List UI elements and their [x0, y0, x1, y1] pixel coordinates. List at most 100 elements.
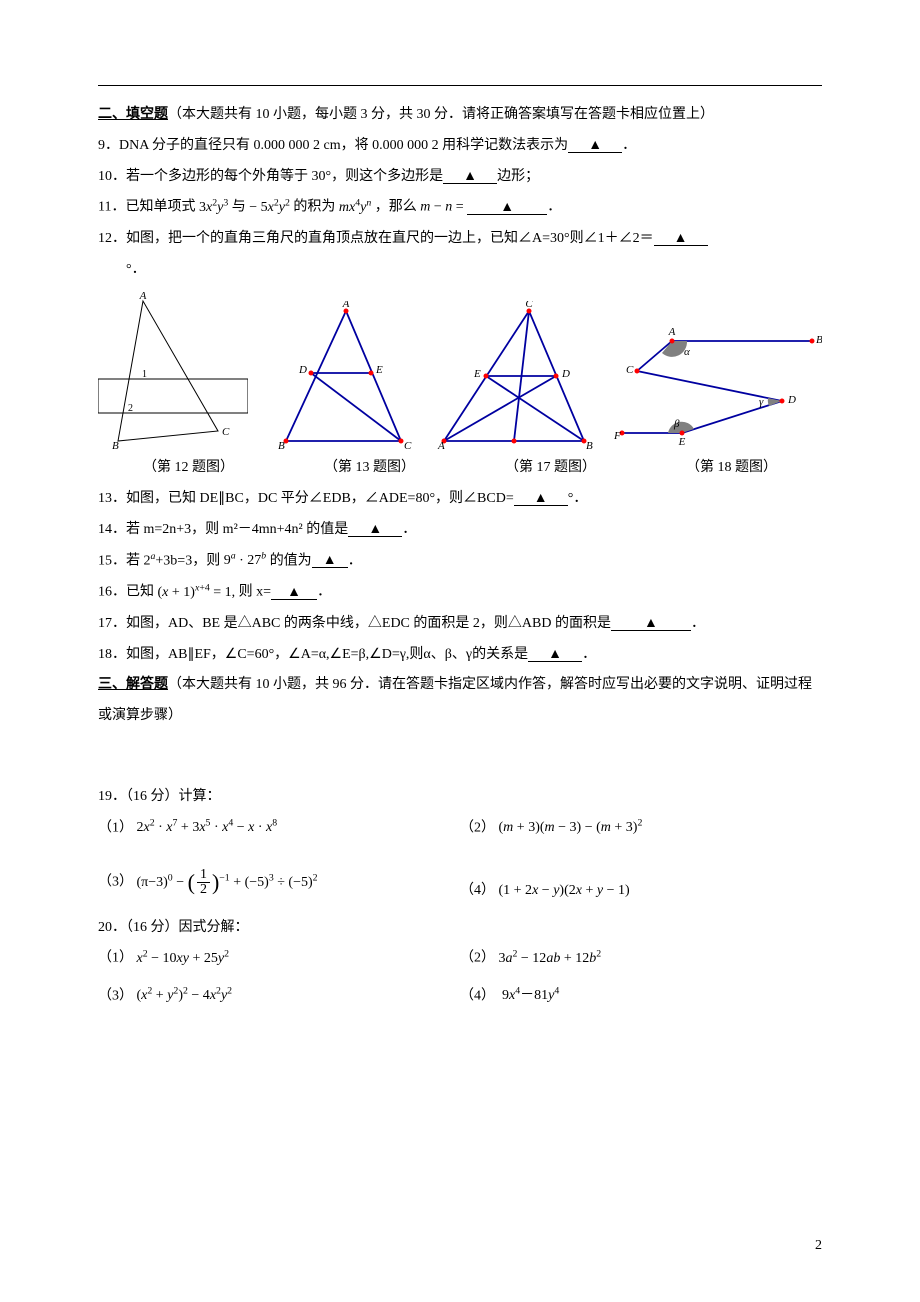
q14: 14．若 m=2n+3，则 m²－4mn+4n² 的值是 ． [98, 515, 822, 546]
q19-p2: （2） (m + 3)(m − 3) − (m + 3)2 [460, 813, 822, 844]
q19-p1-expr: 2x2 · x7 + 3x5 · x4 − x · x8 [137, 820, 278, 835]
q16-expr: (x + 1)x+4 = 1, [158, 585, 236, 600]
q15-tail: ． [348, 553, 362, 568]
svg-text:C: C [404, 440, 412, 451]
q17-blank [611, 616, 691, 631]
q20-p4-label: （4） [460, 988, 495, 1003]
q18-label: 18． [98, 647, 126, 662]
q13-tail: °． [568, 491, 588, 506]
q9-tail: ． [622, 138, 636, 153]
page-number: 2 [815, 1231, 822, 1262]
page-rule [98, 85, 822, 86]
section2-title: 二、填空题 [98, 107, 168, 122]
q11: 11．已知单项式 3x2y3 与 − 5x2y2 的积为 mx4yn ，那么 m… [98, 192, 822, 223]
q19-p3: （3） (π−3)0 − (12)−1 + (−5)3 ÷ (−5)2 [98, 858, 460, 906]
svg-text:E: E [473, 368, 481, 380]
svg-text:E: E [375, 364, 383, 376]
svg-text:β: β [673, 418, 680, 430]
q19-p2-expr: (m + 3)(m − 3) − (m + 3)2 [499, 820, 643, 835]
fig18: AB CD EF αγβ [612, 321, 822, 451]
svg-text:2: 2 [128, 403, 133, 414]
q16-mid: 则 x= [239, 585, 271, 600]
q14-text: 若 m=2n+3，则 m²－4mn+4n² 的值是 [126, 522, 348, 537]
q19-p3-label: （3） [98, 875, 133, 890]
q20-row1: （1） x2 − 10xy + 25y2 （2） 3a2 − 12ab + 12… [98, 943, 822, 974]
q11-expr3: mx4yn [339, 200, 371, 215]
q11-label: 11． [98, 200, 125, 215]
q20-p1-expr: x2 − 10xy + 25y2 [137, 951, 230, 966]
q11-mid3: ，那么 m − n = [375, 200, 467, 215]
q15-dot: · [236, 553, 248, 568]
page: 二、填空题（本大题共有 10 小题，每小题 3 分，共 30 分．请将正确答案填… [0, 0, 920, 1302]
q18-blank [528, 647, 582, 662]
q19-p4: （4） (1 + 2x − y)(2x + y − 1) [460, 876, 822, 907]
q20-p4: （4） 9x4－81y4 [460, 981, 822, 1012]
fig12: A B C 1 2 [98, 291, 248, 451]
q20-row2: （3） (x2 + y2)2 − 4x2y2 （4） 9x4－81y4 [98, 981, 822, 1012]
q12: 12．如图，把一个的直角三角尺的直角顶点放在直尺的一边上，已知∠A=30°则∠1… [98, 224, 822, 255]
q18-tail: ． [582, 647, 596, 662]
q19: 19．（16 分）计算： [98, 782, 822, 813]
q11-mid1: 与 [232, 200, 246, 215]
q19-row2: （3） (π−3)0 − (12)−1 + (−5)3 ÷ (−5)2 （4） … [98, 858, 822, 906]
svg-text:B: B [112, 440, 119, 451]
q16-label: 16． [98, 585, 126, 600]
svg-text:γ: γ [759, 396, 764, 408]
svg-text:A: A [139, 291, 147, 302]
section2-heading: 二、填空题（本大题共有 10 小题，每小题 3 分，共 30 分．请将正确答案填… [98, 100, 822, 131]
q17-text: 如图，AD、BE 是△ABC 的两条中线，△EDC 的面积是 2，则△ABD 的… [126, 616, 611, 631]
q12-tailline: °． [98, 255, 822, 286]
q15-mid2: 的值为 [270, 553, 312, 568]
svg-text:D: D [561, 368, 570, 380]
q11-text: 已知单项式 [125, 200, 195, 215]
figure-captions: （第 12 题图） （第 13 题图） （第 17 题图） （第 18 题图） [98, 453, 822, 484]
q17: 17．如图，AD、BE 是△ABC 的两条中线，△EDC 的面积是 2，则△AB… [98, 609, 822, 640]
q19-p4-expr: (1 + 2x − y)(2x + y − 1) [499, 883, 630, 898]
q13-label: 13． [98, 491, 126, 506]
section3-title: 三、解答题 [98, 677, 168, 692]
q12-tail: °． [126, 262, 146, 277]
q9: 9．DNA 分子的直径只有 0.000 000 2 cm，将 0.000 000… [98, 131, 822, 162]
q10-label: 10． [98, 169, 126, 184]
svg-text:D: D [787, 394, 796, 406]
svg-text:E: E [678, 436, 686, 448]
svg-text:α: α [684, 346, 690, 358]
q12-label: 12． [98, 231, 126, 246]
q9-text: DNA 分子的直径只有 0.000 000 2 cm，将 0.000 000 2… [119, 138, 568, 153]
section2-desc: （本大题共有 10 小题，每小题 3 分，共 30 分．请将正确答案填写在答题卡… [168, 107, 714, 122]
q15-nine: 9a [224, 553, 236, 568]
q18: 18．如图，AB∥EF，∠C=60°，∠A=α,∠E=β,∠D=γ,则α、β、γ… [98, 640, 822, 671]
fig13: A BC DE [266, 301, 416, 451]
q19-row1: （1） 2x2 · x7 + 3x5 · x4 − x · x8 （2） (m … [98, 813, 822, 844]
q20-p2-label: （2） [460, 951, 495, 966]
q12-text: 如图，把一个的直角三角尺的直角顶点放在直尺的一边上，已知∠A=30°则∠1＋∠2… [126, 231, 654, 246]
q15-mid1: +3b=3，则 [155, 553, 220, 568]
q15-label: 15． [98, 553, 126, 568]
q20-p3: （3） (x2 + y2)2 − 4x2y2 [98, 981, 460, 1012]
q16: 16．已知 (x + 1)x+4 = 1, 则 x=． [98, 577, 822, 608]
spacer [98, 732, 822, 782]
q20: 20．（16 分）因式分解： [98, 913, 822, 944]
q20-p2-expr: 3a2 − 12ab + 12b2 [499, 951, 602, 966]
q10-text: 若一个多边形的每个外角等于 30°，则这个多边形是 [126, 169, 443, 184]
svg-text:A: A [668, 326, 676, 338]
q10-blank [443, 169, 497, 184]
q13-blank [514, 491, 568, 506]
q11-tail: ． [547, 200, 561, 215]
section3-desc: （本大题共有 10 小题，共 96 分．请在答题卡指定区域内作答，解答时应写出必… [98, 677, 812, 723]
q19-p1-label: （1） [98, 820, 133, 835]
section3-heading: 三、解答题（本大题共有 10 小题，共 96 分．请在答题卡指定区域内作答，解答… [98, 670, 822, 732]
q19-p1: （1） 2x2 · x7 + 3x5 · x4 − x · x8 [98, 813, 460, 844]
q14-blank [348, 522, 402, 537]
q12-blank [654, 231, 708, 246]
q14-label: 14． [98, 522, 126, 537]
q11-blank [467, 200, 547, 215]
svg-text:B: B [586, 440, 593, 451]
q15: 15．若 2a+3b=3，则 9a · 27b 的值为． [98, 546, 822, 577]
svg-text:F: F [613, 430, 621, 442]
q20-p1-label: （1） [98, 951, 133, 966]
figure-row: A B C 1 2 A B C [98, 291, 822, 451]
q14-tail: ． [402, 522, 416, 537]
figcap-18: （第 18 题图） [641, 453, 822, 484]
q20-p3-label: （3） [98, 988, 133, 1003]
